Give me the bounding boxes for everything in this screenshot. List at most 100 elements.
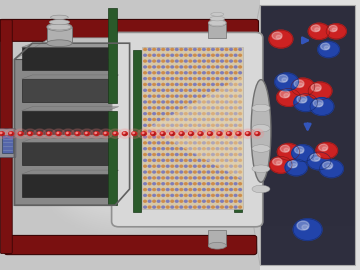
Circle shape — [157, 183, 160, 185]
Circle shape — [157, 171, 160, 173]
Circle shape — [212, 89, 214, 91]
Circle shape — [171, 77, 174, 80]
Circle shape — [157, 165, 160, 167]
Circle shape — [171, 119, 174, 120]
Circle shape — [239, 130, 242, 132]
Circle shape — [198, 148, 201, 150]
Circle shape — [180, 136, 183, 138]
Circle shape — [207, 200, 210, 202]
Circle shape — [193, 130, 196, 132]
Circle shape — [162, 107, 165, 109]
Circle shape — [171, 60, 174, 62]
Ellipse shape — [211, 12, 224, 16]
Circle shape — [153, 133, 155, 135]
Circle shape — [198, 124, 201, 126]
Circle shape — [175, 183, 178, 185]
Circle shape — [221, 54, 224, 56]
Circle shape — [133, 132, 134, 134]
Circle shape — [144, 89, 147, 91]
Circle shape — [171, 66, 174, 68]
Circle shape — [180, 54, 183, 56]
Circle shape — [193, 72, 196, 74]
Circle shape — [171, 183, 174, 185]
Polygon shape — [147, 76, 243, 180]
Circle shape — [189, 183, 192, 185]
Circle shape — [212, 113, 214, 115]
Bar — [47, 27, 72, 43]
Circle shape — [239, 206, 242, 208]
Circle shape — [166, 194, 169, 197]
Circle shape — [10, 132, 12, 134]
Circle shape — [153, 171, 156, 173]
Circle shape — [171, 130, 174, 132]
Circle shape — [193, 171, 196, 173]
Circle shape — [103, 132, 108, 136]
Circle shape — [239, 142, 242, 144]
Circle shape — [212, 142, 214, 144]
Circle shape — [221, 200, 224, 202]
Circle shape — [20, 133, 22, 135]
Circle shape — [225, 177, 228, 179]
Circle shape — [230, 72, 233, 74]
Circle shape — [216, 200, 219, 202]
Polygon shape — [22, 138, 119, 143]
Circle shape — [234, 206, 237, 208]
Circle shape — [216, 48, 219, 50]
Circle shape — [239, 119, 242, 120]
Circle shape — [292, 145, 314, 161]
Circle shape — [28, 132, 33, 136]
Polygon shape — [22, 143, 108, 165]
Circle shape — [207, 119, 210, 120]
Circle shape — [198, 188, 201, 191]
Circle shape — [292, 164, 297, 167]
Circle shape — [184, 206, 187, 208]
Circle shape — [157, 206, 160, 208]
Circle shape — [225, 142, 228, 144]
Ellipse shape — [252, 145, 270, 152]
Circle shape — [175, 177, 178, 179]
Circle shape — [212, 183, 214, 185]
Circle shape — [162, 95, 165, 97]
Circle shape — [166, 188, 169, 191]
Circle shape — [189, 148, 192, 150]
Circle shape — [148, 177, 151, 179]
Circle shape — [225, 89, 228, 91]
Circle shape — [230, 48, 233, 50]
Circle shape — [114, 132, 116, 134]
Circle shape — [221, 206, 224, 208]
Circle shape — [207, 72, 210, 74]
Circle shape — [221, 148, 224, 150]
Circle shape — [230, 136, 233, 138]
Circle shape — [162, 165, 165, 167]
Circle shape — [144, 154, 147, 156]
Circle shape — [184, 200, 187, 202]
Circle shape — [180, 83, 183, 86]
Circle shape — [157, 48, 160, 50]
Circle shape — [320, 160, 343, 178]
Circle shape — [180, 66, 183, 68]
Circle shape — [184, 54, 187, 56]
Circle shape — [166, 148, 169, 150]
Circle shape — [193, 113, 196, 115]
Circle shape — [162, 124, 165, 126]
Circle shape — [175, 159, 178, 161]
Circle shape — [184, 89, 187, 91]
Circle shape — [225, 60, 228, 62]
Circle shape — [153, 206, 156, 208]
Circle shape — [234, 101, 237, 103]
Circle shape — [175, 66, 178, 68]
Ellipse shape — [252, 165, 270, 173]
Circle shape — [212, 124, 214, 126]
Circle shape — [203, 89, 205, 91]
Circle shape — [180, 142, 183, 144]
Circle shape — [234, 177, 237, 179]
Bar — [260, 174, 355, 187]
Circle shape — [203, 124, 205, 126]
Polygon shape — [22, 79, 108, 102]
Circle shape — [276, 161, 282, 165]
Circle shape — [212, 177, 214, 179]
Circle shape — [239, 113, 242, 115]
Circle shape — [225, 77, 228, 80]
Circle shape — [180, 165, 183, 167]
Circle shape — [203, 107, 205, 109]
